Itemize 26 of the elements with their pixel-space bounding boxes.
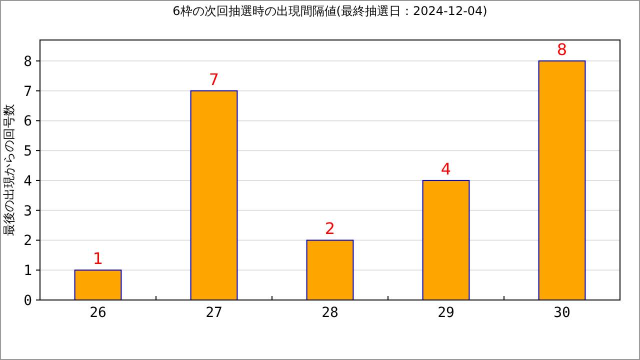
x-tick-label: 26 <box>90 305 106 321</box>
y-axis-title: 最後の出現からの回号数 <box>2 104 16 236</box>
y-tick-label: 2 <box>24 233 32 250</box>
x-tick-label: 27 <box>206 305 222 321</box>
y-tick-label: 5 <box>24 144 32 160</box>
x-tick-label: 30 <box>554 305 570 321</box>
data-label: 7 <box>208 70 220 89</box>
bar <box>74 270 122 300</box>
y-tick-label: 3 <box>24 203 32 220</box>
data-label: 2 <box>324 219 336 238</box>
chart-title: 6枠の次回抽選時の出現間隔値(最終抽選日：2024-12-04) <box>172 4 488 18</box>
y-tick-label: 1 <box>24 263 32 280</box>
bar <box>538 60 586 300</box>
y-tick-label: 6 <box>24 114 32 130</box>
y-tick-label: 4 <box>24 173 32 190</box>
y-tick-label: 7 <box>24 84 32 100</box>
x-tick-label: 28 <box>322 305 338 321</box>
x-tick-label: 29 <box>438 305 454 321</box>
data-label: 4 <box>440 159 452 178</box>
bar <box>422 180 470 300</box>
data-label: 8 <box>556 40 568 59</box>
bar <box>190 90 238 300</box>
y-tick-label: 0 <box>24 293 32 309</box>
bar <box>306 240 354 300</box>
y-tick-label: 8 <box>24 54 32 70</box>
data-label: 1 <box>92 249 104 268</box>
